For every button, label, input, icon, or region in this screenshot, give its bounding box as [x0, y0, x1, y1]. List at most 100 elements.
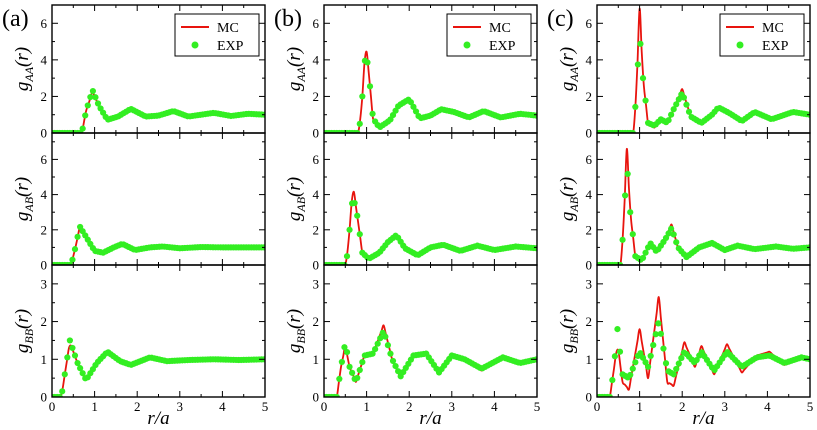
x-axis-label: r/a: [419, 408, 441, 429]
x-tick-label: 3: [449, 399, 456, 414]
y-axis-label-tail: (r): [557, 177, 578, 197]
exp-data-point: [678, 354, 685, 362]
exp-data-point: [356, 120, 363, 127]
y-tick-label: 0: [586, 258, 593, 273]
plot-area: [597, 7, 810, 133]
exp-data-point: [627, 209, 634, 216]
y-axis-label-main: g: [557, 212, 578, 222]
exp-data-point: [673, 365, 680, 373]
x-tick-label: 5: [807, 399, 814, 414]
exp-data-point: [670, 231, 677, 238]
panel-b-ab: 0 2 4 6 gAB(r): [284, 132, 538, 273]
exp-data-point: [354, 129, 361, 133]
exp-data-point: [69, 344, 76, 352]
exp-data-point: [637, 40, 644, 47]
y-tick-label: 6: [313, 16, 320, 31]
exp-data-point: [71, 246, 79, 253]
plot-area: [597, 296, 810, 397]
x-tick-label: 0: [594, 399, 601, 414]
panel-label-b: (b): [274, 6, 302, 32]
exp-data-point: [354, 374, 361, 382]
legend-mc-label: MC: [762, 21, 784, 36]
y-tick-label: 1: [586, 352, 593, 367]
exp-data-point: [377, 335, 384, 342]
plot-area: [52, 337, 265, 397]
panel-b-bb: 0 1 2 3 4 5 0 1 2 3 gBB(r): [284, 264, 541, 414]
y-tick-label: 3: [41, 276, 48, 291]
exp-data-point: [351, 199, 358, 207]
y-axis-label-tail: (r): [284, 47, 305, 67]
y-axis-label: gBB(r): [557, 309, 581, 353]
exp-data-point: [668, 111, 675, 118]
exp-data-point: [89, 87, 96, 95]
y-tick-label: 6: [313, 152, 320, 167]
y-tick-label: 2: [586, 89, 593, 104]
exp-data-point: [533, 245, 537, 252]
exp-data-point: [619, 236, 626, 243]
exp-data-point: [662, 360, 670, 367]
y-tick-label: 2: [586, 314, 593, 329]
exp-data-point: [341, 261, 348, 265]
exp-data-point: [79, 125, 86, 132]
exp-data-point: [356, 366, 363, 374]
plot-area: [52, 223, 265, 265]
exp-data-point: [533, 112, 537, 119]
exp-data-point: [366, 83, 374, 90]
y-axis-label-main: g: [12, 82, 33, 92]
panel-a-bb: 0 1 2 3 4 5 0 1 2 3 gBB(r): [12, 264, 268, 414]
y-axis-label-tail: (r): [557, 47, 578, 67]
exp-data-point: [94, 100, 102, 107]
exp-data-point: [639, 254, 647, 262]
y-axis-label: gBB(r): [12, 309, 36, 353]
exp-data-point: [66, 261, 73, 265]
y-tick-label: 0: [586, 126, 593, 141]
exp-data-point: [74, 233, 81, 240]
exp-data-point: [82, 112, 89, 119]
exp-data-point: [412, 108, 420, 115]
y-tick-label: 3: [586, 276, 593, 291]
exp-data-point: [359, 93, 366, 100]
y-tick-label: 0: [313, 126, 320, 141]
exp-data-point: [639, 354, 647, 361]
legend-box: [446, 13, 532, 57]
exp-data-point: [71, 352, 79, 359]
exp-data-point: [387, 350, 394, 357]
exp-data-point: [670, 106, 677, 113]
y-axis-label-main: g: [557, 82, 578, 92]
exp-data-point: [673, 101, 680, 108]
y-tick-label: 4: [586, 52, 593, 67]
y-tick-label: 2: [313, 222, 320, 237]
exp-data-point: [650, 342, 657, 349]
y-axis-label: gBB(r): [284, 309, 308, 353]
exp-data-point: [356, 231, 363, 238]
y-axis-label-main: g: [12, 344, 33, 354]
exp-data-point: [614, 326, 621, 333]
y-tick-label: 4: [41, 187, 48, 202]
exp-data-point: [629, 129, 636, 133]
exp-data-point: [632, 103, 639, 110]
y-axis-label-subscript: AB: [22, 196, 36, 212]
exp-data-point: [374, 340, 381, 347]
exp-data-point: [639, 75, 647, 82]
legend-exp-label: EXP: [762, 39, 789, 54]
exp-data-point: [92, 94, 99, 101]
y-axis-label-subscript: AB: [294, 196, 308, 212]
legend: MC EXP: [174, 13, 260, 57]
exp-data-point: [642, 359, 649, 366]
x-axis-label: r/a: [147, 408, 169, 429]
mc-series-line: [597, 296, 810, 397]
exp-data-point: [611, 353, 618, 360]
exp-data-point: [69, 256, 76, 263]
panel-label-a: (a): [2, 6, 29, 32]
plot-area: [324, 190, 537, 265]
y-axis-label: gAA(r): [284, 47, 308, 91]
exp-data-point: [668, 225, 675, 232]
exp-data-point: [64, 354, 71, 361]
y-axis-label: gAB(r): [284, 177, 308, 221]
y-tick-label: 1: [41, 352, 48, 367]
y-axis-label-tail: (r): [12, 47, 33, 67]
x-tick-label: 5: [534, 399, 541, 414]
y-tick-label: 0: [313, 390, 320, 405]
y-axis-label: gAA(r): [557, 47, 581, 91]
